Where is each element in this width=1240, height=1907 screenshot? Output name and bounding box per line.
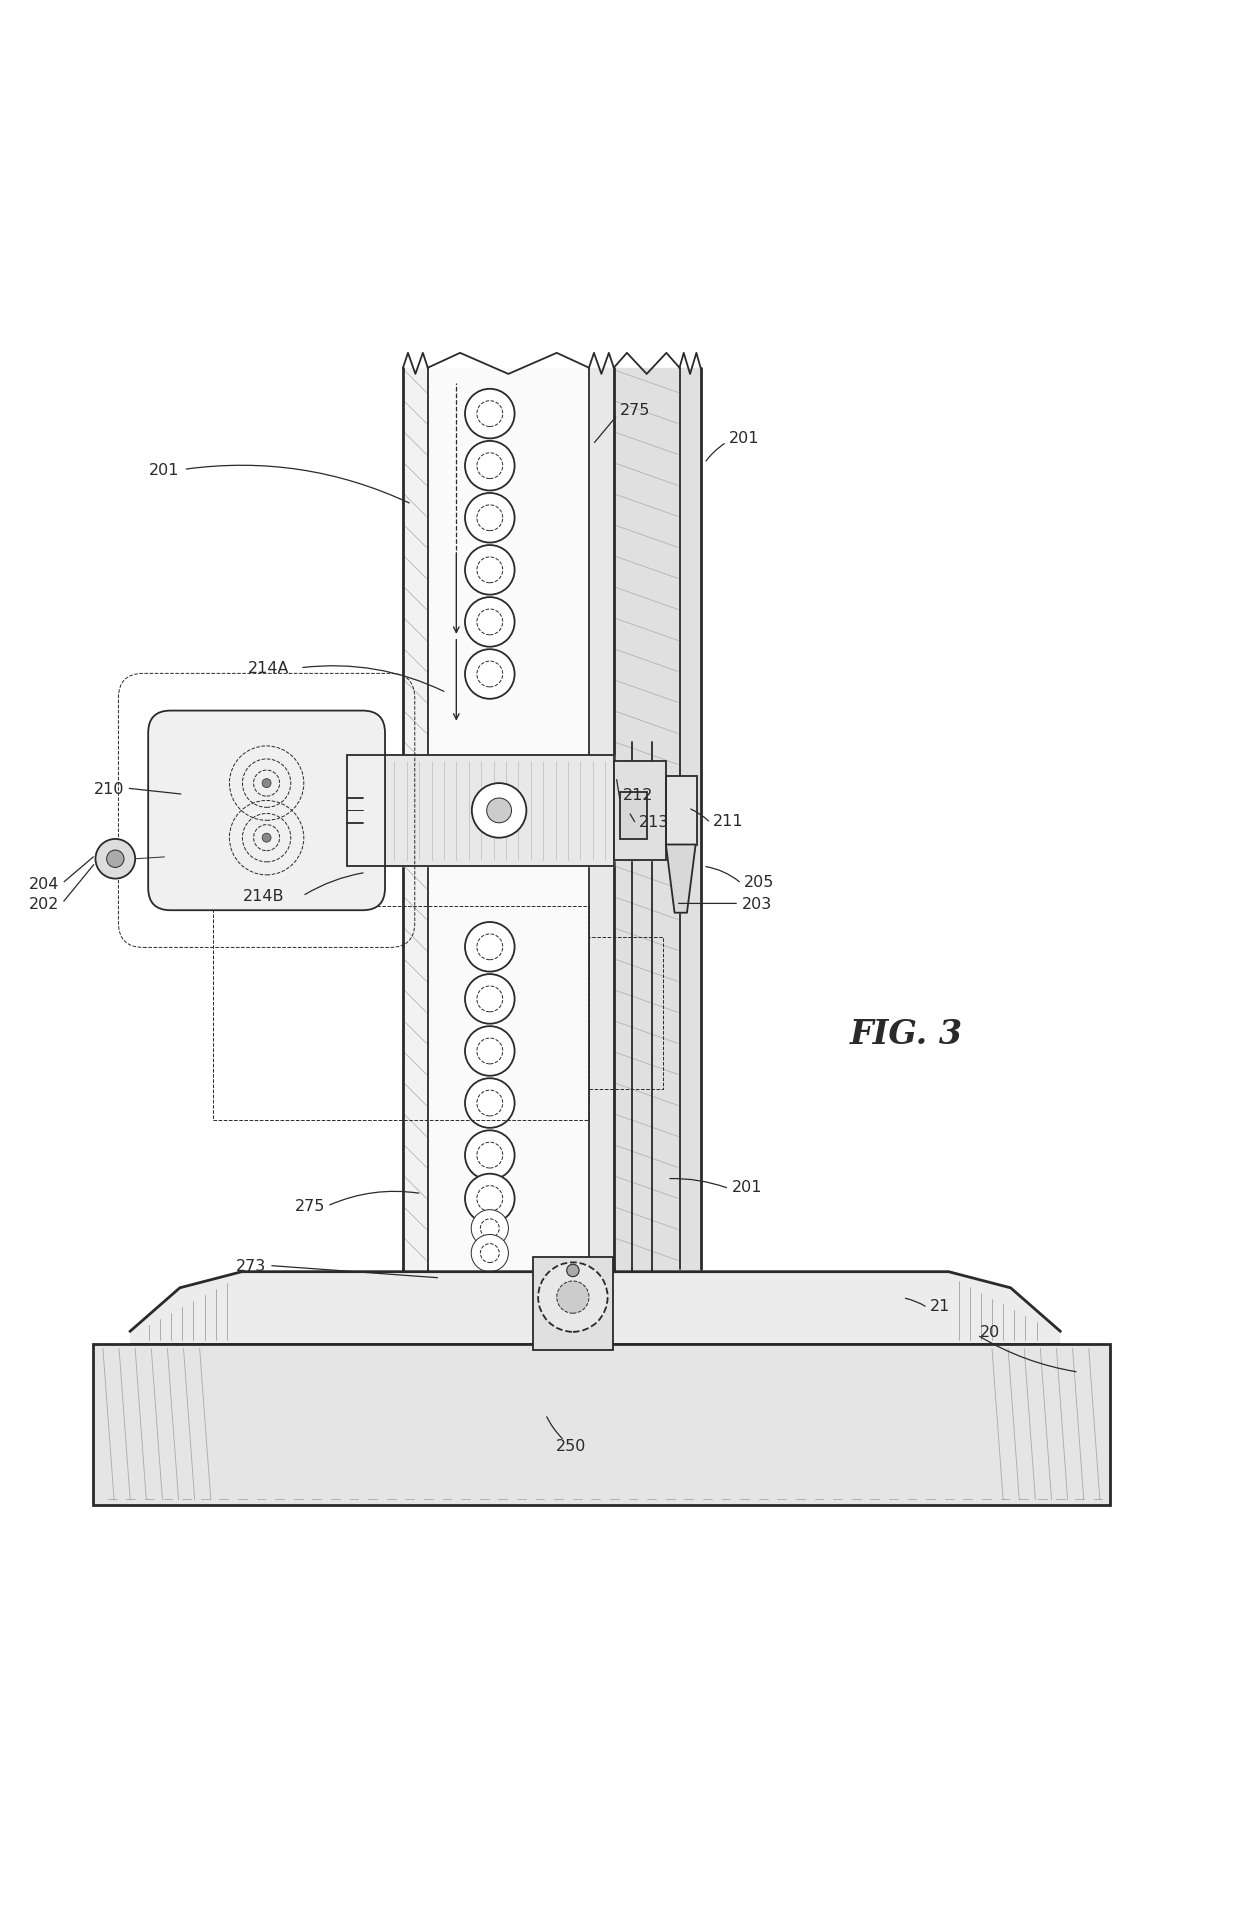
Circle shape [465,650,515,700]
Text: 214A: 214A [248,662,289,675]
Polygon shape [130,1272,1060,1344]
Polygon shape [428,368,589,1270]
Text: 20: 20 [980,1323,999,1339]
Bar [533,1257,614,1350]
Circle shape [465,545,515,595]
Bar [347,755,614,868]
Circle shape [465,494,515,543]
Text: FIG. 3: FIG. 3 [849,1018,962,1051]
Text: 212: 212 [622,788,653,803]
Polygon shape [347,755,614,868]
Polygon shape [93,1344,1110,1505]
Circle shape [465,1079,515,1129]
Bar [93,1344,1110,1505]
Bar [614,761,666,860]
Text: 250: 250 [556,1438,585,1453]
Text: 203: 203 [742,896,771,912]
Polygon shape [533,1257,614,1350]
Circle shape [262,833,272,843]
Circle shape [472,784,527,839]
Text: 201: 201 [729,431,760,446]
Circle shape [567,1264,579,1278]
Text: 273: 273 [237,1259,267,1274]
Text: 201: 201 [732,1179,763,1194]
Circle shape [465,597,515,646]
Bar [589,938,663,1089]
Polygon shape [614,761,666,860]
Circle shape [471,1211,508,1247]
Text: 275: 275 [620,402,650,418]
Circle shape [465,923,515,973]
Circle shape [486,799,511,824]
Text: 205: 205 [744,873,774,889]
Text: 210: 210 [93,782,124,795]
Text: 275: 275 [295,1200,325,1215]
Text: 214B: 214B [243,889,284,904]
Polygon shape [614,368,701,1270]
Bar [666,776,697,845]
Circle shape [262,780,272,788]
Polygon shape [403,368,428,1270]
Text: 202: 202 [30,896,60,912]
Polygon shape [666,845,696,913]
Text: 211: 211 [713,814,744,828]
Text: 201: 201 [149,463,180,477]
Text: 21: 21 [930,1299,950,1314]
Circle shape [465,1175,515,1224]
Circle shape [538,1262,608,1333]
Circle shape [465,974,515,1024]
Circle shape [471,1236,508,1272]
Circle shape [465,1131,515,1180]
Text: 213: 213 [639,814,668,830]
Circle shape [465,389,515,439]
Circle shape [107,851,124,868]
FancyBboxPatch shape [149,711,384,912]
Circle shape [95,839,135,879]
Polygon shape [589,368,614,1270]
Bar [213,906,589,1121]
Text: 204: 204 [30,877,60,892]
Bar [620,793,647,839]
Circle shape [557,1282,589,1314]
Circle shape [465,442,515,492]
Circle shape [465,1026,515,1076]
